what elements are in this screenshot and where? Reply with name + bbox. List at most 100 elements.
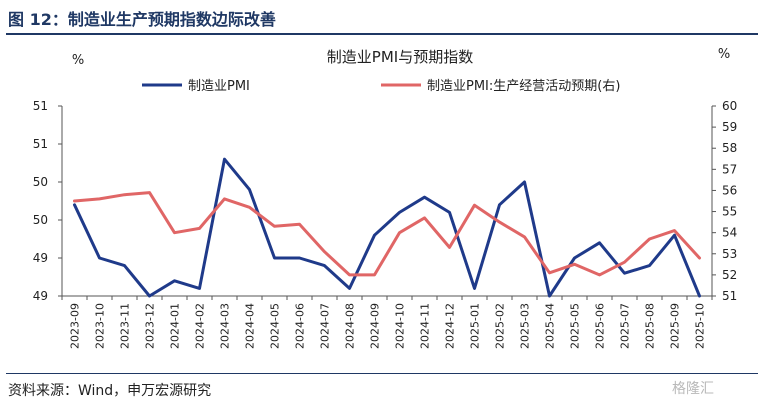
x-tick-label: 2025-09: [669, 303, 682, 349]
legend-label-2: 制造业PMI:生产经营活动预期(右): [427, 79, 620, 94]
data-point-series-2: [448, 246, 451, 249]
data-point-series-2: [298, 223, 301, 226]
x-tick-label: 2024-06: [294, 303, 307, 349]
x-tick-label: 2024-10: [394, 303, 407, 349]
x-tick-label: 2024-02: [194, 303, 207, 349]
data-point-series-1: [173, 279, 176, 282]
data-point-series-1: [673, 234, 676, 237]
right-tick-label: 53: [722, 247, 737, 261]
left-tick-label: 51: [33, 99, 48, 113]
data-point-series-1: [323, 264, 326, 267]
x-tick-label: 2025-08: [644, 303, 657, 349]
legend-label-1: 制造业PMI: [188, 79, 250, 94]
data-point-series-1: [373, 234, 376, 237]
left-tick-label: 49: [33, 289, 48, 303]
pmi-chart: 制造业PMI与预期指数 % % 制造业PMI 制造业PMI:生产经营活动预期(右)…: [33, 47, 738, 349]
right-tick-label: 56: [722, 183, 737, 197]
data-point-series-2: [223, 197, 226, 201]
left-tick-label: 50: [33, 175, 48, 189]
right-tick-label: 54: [722, 226, 737, 240]
data-point-series-1: [523, 180, 526, 184]
x-tick-label: 2025-06: [594, 303, 607, 349]
data-point-series-1: [623, 272, 626, 275]
source-divider: [6, 373, 758, 374]
x-tick-label: 2025-07: [619, 303, 632, 349]
data-point-series-2: [473, 204, 476, 207]
data-point-series-2: [248, 206, 251, 209]
data-point-series-1: [348, 287, 351, 290]
data-point-series-2: [398, 231, 401, 234]
data-point-series-1: [98, 256, 101, 260]
data-point-series-2: [348, 273, 351, 277]
x-tick-label: 2025-02: [494, 303, 507, 349]
x-tick-label: 2024-07: [319, 303, 332, 349]
x-tick-label: 2025-10: [694, 303, 707, 349]
x-tick-label: 2024-08: [344, 303, 357, 349]
data-point-series-2: [98, 197, 101, 201]
series-line-1: [73, 157, 701, 298]
data-point-series-1: [648, 264, 651, 267]
right-tick-label: 58: [722, 141, 737, 155]
axes: 49 49 50 50 51 51 51 52 53 54 55 56 57 58 59 60 2023-09 2…: [33, 99, 738, 349]
data-point-series-2: [198, 227, 201, 230]
data-point-series-2: [273, 225, 276, 228]
x-tick-label: 2025-04: [544, 303, 557, 349]
series-lines: [73, 157, 701, 298]
data-point-series-1: [248, 188, 251, 191]
data-point-series-2: [623, 261, 626, 264]
data-point-series-2: [73, 199, 76, 203]
x-tick-label: 2024-03: [219, 303, 232, 349]
data-point-series-2: [323, 250, 326, 253]
data-point-series-1: [273, 256, 276, 260]
data-point-series-2: [373, 273, 376, 277]
data-point-series-2: [648, 237, 651, 241]
data-point-series-1: [148, 294, 151, 298]
right-axis-unit: %: [718, 47, 730, 62]
x-tick-label: 2024-05: [269, 303, 282, 349]
left-axis-unit: %: [72, 53, 84, 68]
data-point-series-1: [73, 203, 76, 206]
x-tick-label: 2024-11: [419, 303, 432, 349]
series-line-2: [73, 191, 701, 277]
left-tick-label: 51: [33, 137, 48, 151]
data-point-series-1: [198, 287, 201, 290]
left-tick-label: 50: [33, 213, 48, 227]
data-point-series-2: [548, 271, 551, 274]
watermark: 格隆汇: [672, 381, 714, 397]
x-tick-label: 2023-10: [94, 303, 107, 349]
data-point-series-1: [573, 256, 576, 260]
data-point-series-2: [148, 191, 151, 194]
right-tick-label: 51: [722, 289, 737, 303]
data-point-series-1: [548, 294, 551, 298]
x-tick-label: 2025-03: [519, 303, 532, 349]
data-point-series-2: [698, 256, 701, 260]
data-point-series-1: [123, 264, 126, 267]
data-point-series-1: [423, 196, 426, 199]
right-tick-label: 59: [722, 120, 737, 134]
x-tick-label: 2024-12: [444, 303, 457, 349]
data-point-series-2: [673, 229, 676, 232]
right-tick-label: 57: [722, 162, 737, 176]
x-tick-label: 2024-01: [169, 303, 182, 349]
data-point-series-1: [698, 294, 701, 298]
data-point-series-2: [123, 193, 126, 196]
data-point-series-1: [398, 211, 401, 214]
right-tick-label: 55: [722, 205, 737, 219]
x-tick-label: 2024-09: [369, 303, 382, 349]
x-tick-label: 2024-04: [244, 303, 257, 349]
data-point-series-2: [598, 273, 601, 277]
data-point-series-1: [298, 256, 301, 260]
source-note: 资料来源：Wind，申万宏源研究: [8, 383, 212, 399]
right-tick-label: 52: [722, 268, 737, 282]
x-tick-label: 2025-01: [469, 303, 482, 349]
data-point-series-2: [173, 231, 176, 234]
data-point-series-2: [498, 220, 501, 224]
figure-title: 图 12：制造业生产预期指数边际改善: [8, 10, 276, 29]
right-tick-label: 60: [722, 99, 737, 113]
x-tick-label: 2023-09: [69, 303, 82, 349]
x-tick-label: 2025-05: [569, 303, 582, 349]
data-point-series-1: [448, 211, 451, 214]
title-divider: [6, 33, 758, 35]
data-point-series-1: [473, 287, 476, 290]
legend: 制造业PMI 制造业PMI:生产经营活动预期(右): [142, 79, 620, 94]
